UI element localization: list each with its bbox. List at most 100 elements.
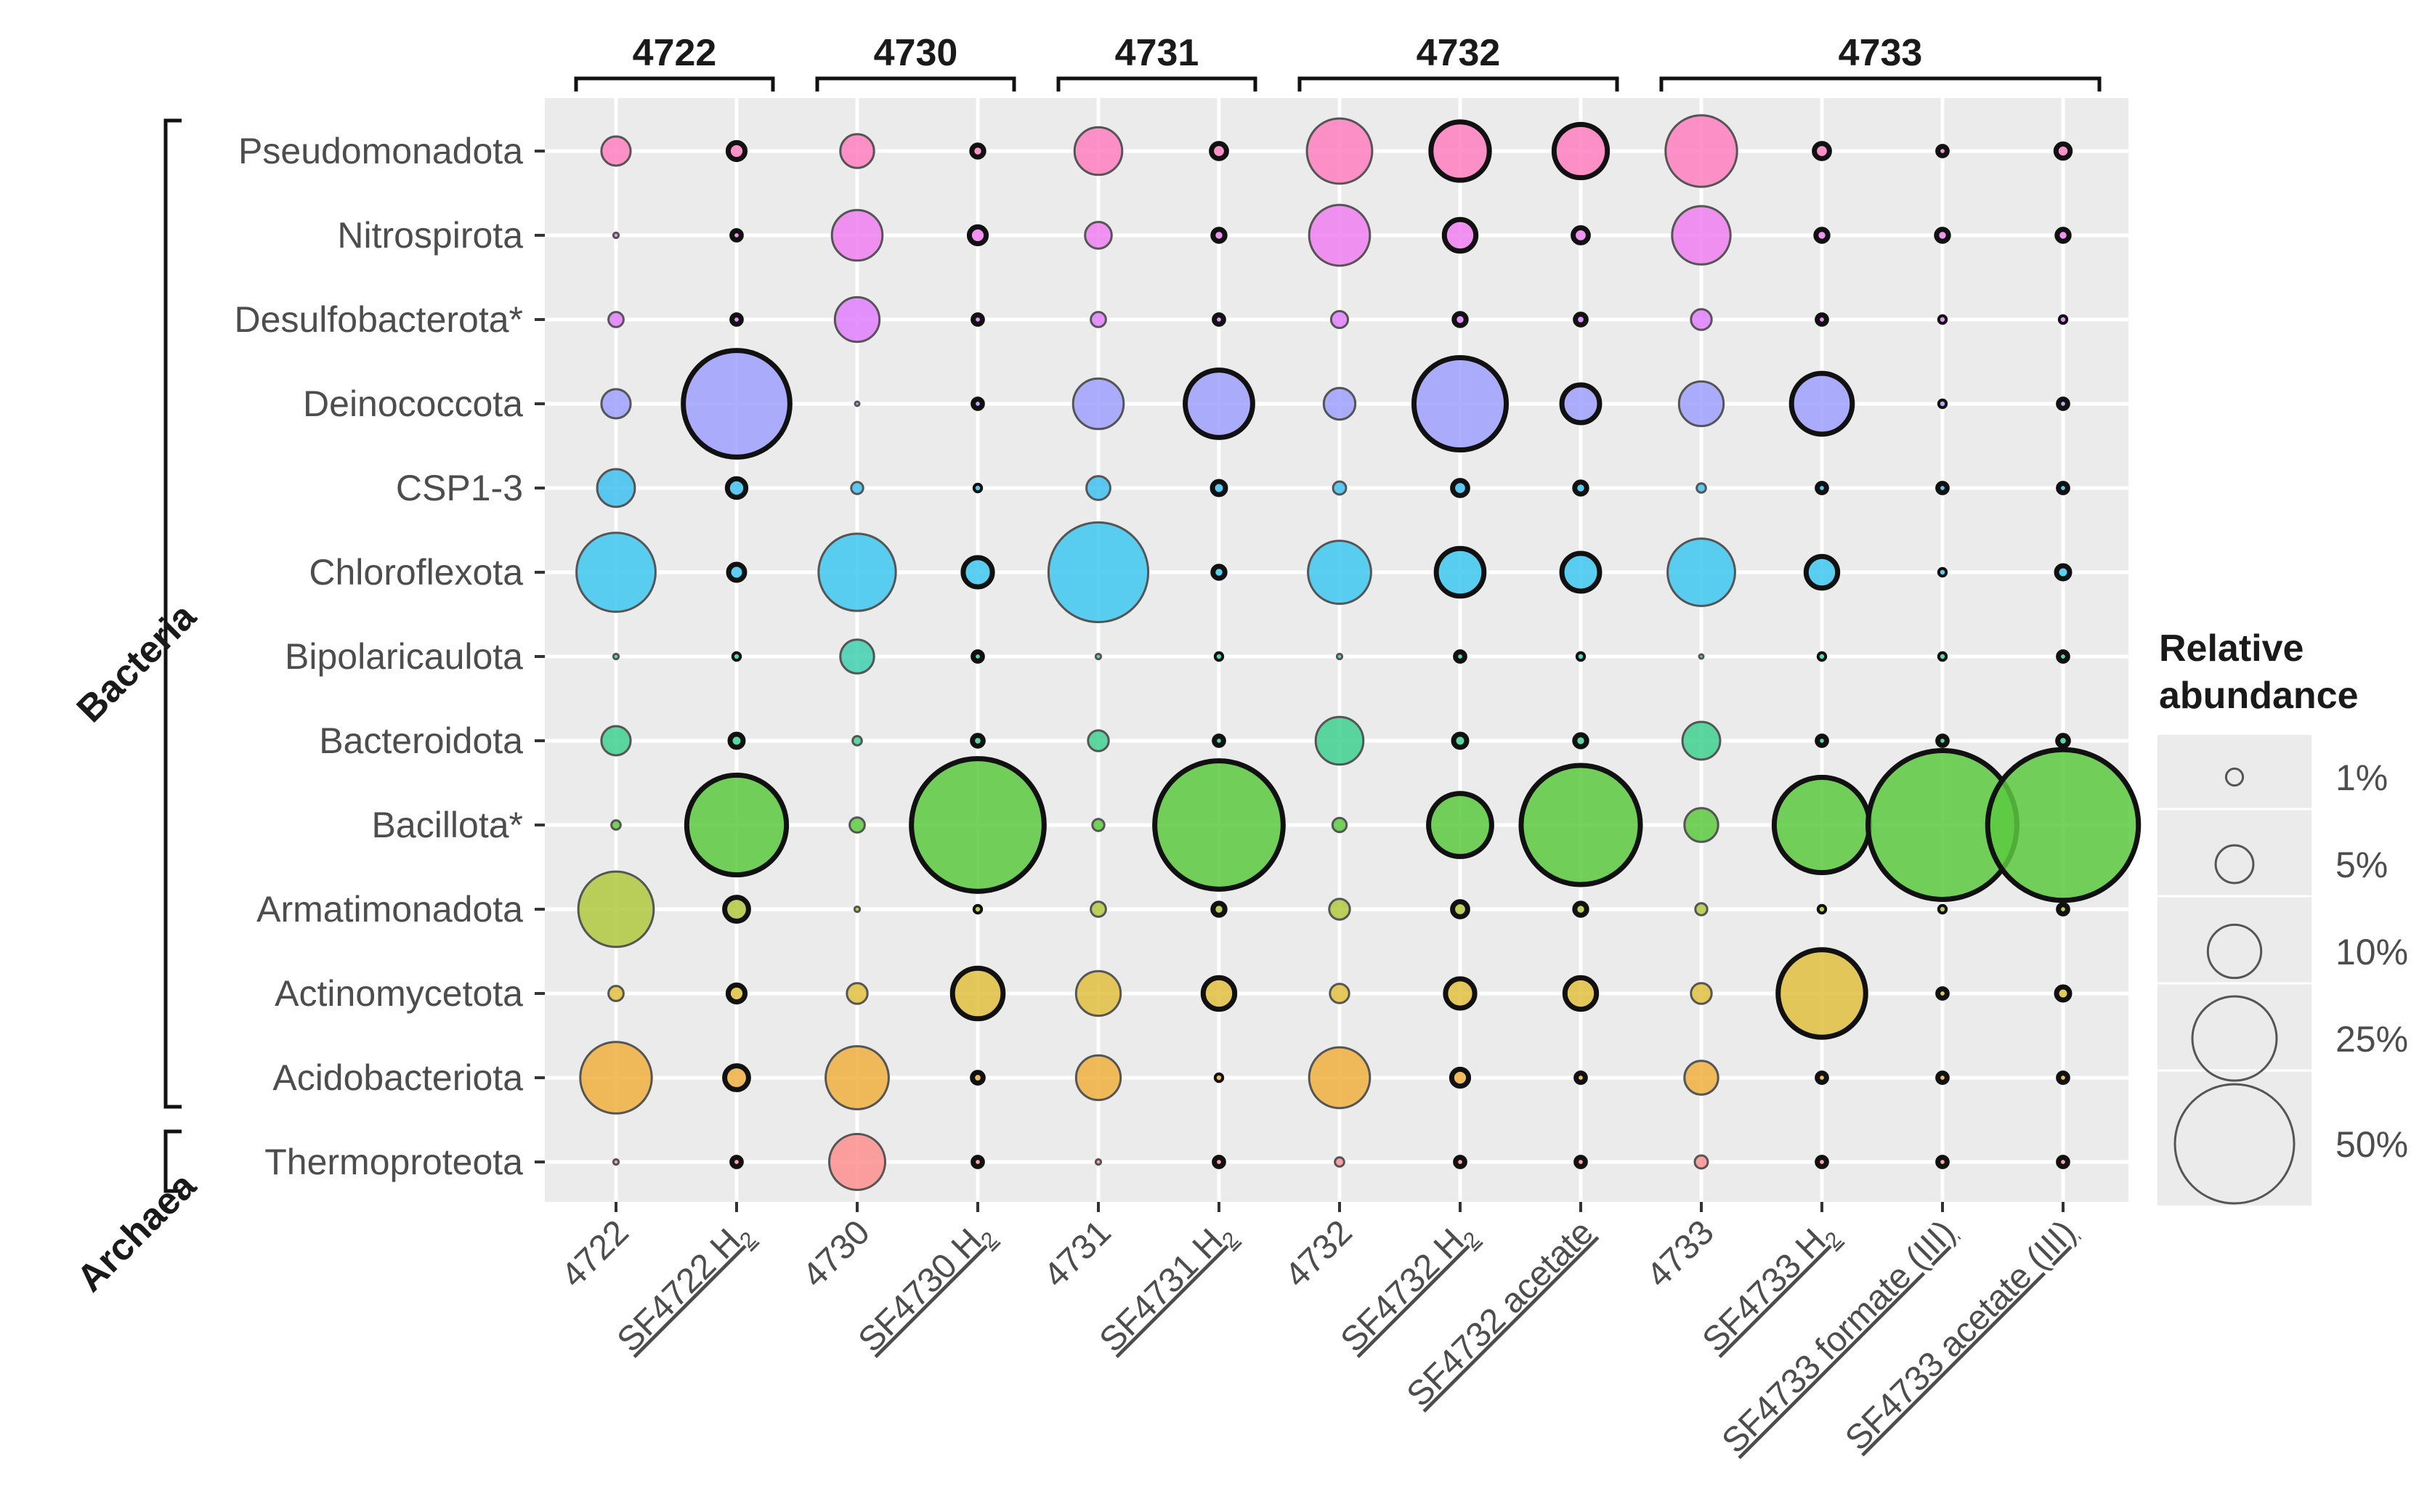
group-label: 4731 bbox=[1115, 32, 1199, 74]
bubble bbox=[1087, 729, 1110, 752]
group-label: 4730 bbox=[874, 32, 958, 74]
bubble bbox=[1559, 382, 1603, 426]
bubble bbox=[681, 348, 793, 460]
bubble bbox=[1695, 482, 1707, 494]
bubble bbox=[851, 735, 863, 747]
bubble bbox=[1073, 126, 1124, 176]
group-bracket bbox=[1297, 76, 1619, 92]
bubble bbox=[972, 482, 984, 494]
bubble bbox=[1937, 903, 1948, 915]
bubble bbox=[1573, 1155, 1588, 1169]
bubble bbox=[1551, 121, 1610, 181]
bubble bbox=[966, 224, 989, 247]
group-label: 4732 bbox=[1417, 32, 1501, 74]
bubble bbox=[971, 397, 985, 411]
bubble bbox=[1935, 481, 1950, 495]
legend-label: 5% bbox=[2335, 845, 2388, 885]
bubble bbox=[1212, 733, 1226, 748]
row-labels: Pseudomonadota Nitrospirota Desulfobactero… bbox=[235, 131, 545, 1182]
legend-key-background bbox=[2158, 735, 2312, 1206]
bubble bbox=[850, 481, 864, 495]
bubble bbox=[2056, 1070, 2070, 1085]
bubble bbox=[1690, 308, 1713, 331]
bubble bbox=[2056, 397, 2070, 411]
bubble bbox=[1572, 479, 1589, 497]
bubble bbox=[725, 139, 748, 163]
row-label: Thermoproteota bbox=[264, 1142, 523, 1182]
bubble bbox=[1091, 818, 1106, 832]
bubble bbox=[1571, 225, 1591, 245]
bubble bbox=[1815, 312, 1829, 327]
bubble bbox=[1047, 521, 1150, 624]
bubble bbox=[1816, 903, 1828, 915]
legend-title: Relative bbox=[2159, 627, 2304, 670]
row-label: Bipolaricaulota bbox=[285, 636, 523, 677]
bubble bbox=[1788, 370, 1855, 437]
bubble bbox=[1683, 807, 1719, 843]
group-brackets: 4722 4730 4731 4732 4733 bbox=[574, 32, 2102, 92]
bubble bbox=[1815, 1070, 1829, 1085]
bubble bbox=[612, 231, 620, 240]
bubble bbox=[1428, 119, 1492, 183]
bubble bbox=[1213, 1072, 1225, 1084]
bubble bbox=[1683, 1060, 1719, 1096]
bubble bbox=[2054, 227, 2072, 244]
bubble bbox=[1937, 398, 1948, 410]
bubble bbox=[909, 756, 1047, 894]
bubble bbox=[1775, 947, 1868, 1040]
row-label: Deinococcota bbox=[303, 383, 523, 424]
bubble bbox=[2056, 649, 2070, 664]
legend-circle bbox=[2224, 767, 2245, 787]
bubble bbox=[848, 816, 866, 834]
bubble bbox=[579, 1041, 653, 1115]
group-bracket bbox=[1056, 76, 1257, 92]
bubble bbox=[722, 1063, 751, 1092]
group-label: 4722 bbox=[633, 32, 717, 74]
bubble bbox=[1677, 380, 1725, 428]
bubble bbox=[684, 772, 790, 878]
row-label: Desulfobacterota* bbox=[235, 299, 523, 340]
bubble bbox=[727, 731, 746, 750]
bubble bbox=[1771, 774, 1873, 876]
bubble bbox=[1210, 564, 1228, 581]
bubble bbox=[1518, 763, 1643, 887]
group-bracket bbox=[1659, 76, 2102, 92]
bubble bbox=[1307, 540, 1372, 605]
bubble bbox=[1085, 475, 1111, 501]
bubble bbox=[971, 312, 985, 327]
bubble bbox=[1815, 733, 1829, 748]
row-label: Bacteroidota bbox=[319, 720, 523, 761]
domain-bracket bbox=[163, 118, 182, 1109]
bubble bbox=[1212, 1155, 1226, 1169]
legend-label: 10% bbox=[2335, 932, 2408, 972]
domain-bracket bbox=[163, 1129, 182, 1193]
bubble bbox=[1443, 976, 1478, 1011]
bubble bbox=[1803, 553, 1841, 591]
bubble bbox=[828, 1133, 886, 1191]
bubble bbox=[1441, 216, 1479, 254]
bubble bbox=[1453, 649, 1467, 664]
bubble bbox=[612, 1158, 620, 1166]
bubble bbox=[1090, 901, 1107, 918]
bubble bbox=[1451, 731, 1470, 750]
bubble bbox=[1411, 354, 1510, 453]
bubble bbox=[2056, 1155, 2070, 1169]
bubble bbox=[1572, 732, 1589, 749]
row-label: Acidobacteriota bbox=[272, 1057, 523, 1098]
bubble bbox=[1449, 1066, 1472, 1089]
bubble bbox=[2055, 733, 2071, 749]
bubble bbox=[1200, 975, 1238, 1012]
bubble bbox=[1935, 986, 1950, 1001]
bubble bbox=[1426, 791, 1494, 859]
bubble bbox=[833, 296, 881, 344]
bubble bbox=[2053, 141, 2073, 161]
bubble bbox=[1573, 312, 1589, 328]
bubble bbox=[1934, 227, 1951, 244]
bubble bbox=[960, 555, 995, 590]
bubble bbox=[1937, 314, 1948, 325]
row-label: Actinomycetota bbox=[275, 973, 523, 1014]
bubble bbox=[1671, 205, 1732, 266]
bubble bbox=[612, 652, 620, 661]
bubble bbox=[853, 905, 862, 914]
